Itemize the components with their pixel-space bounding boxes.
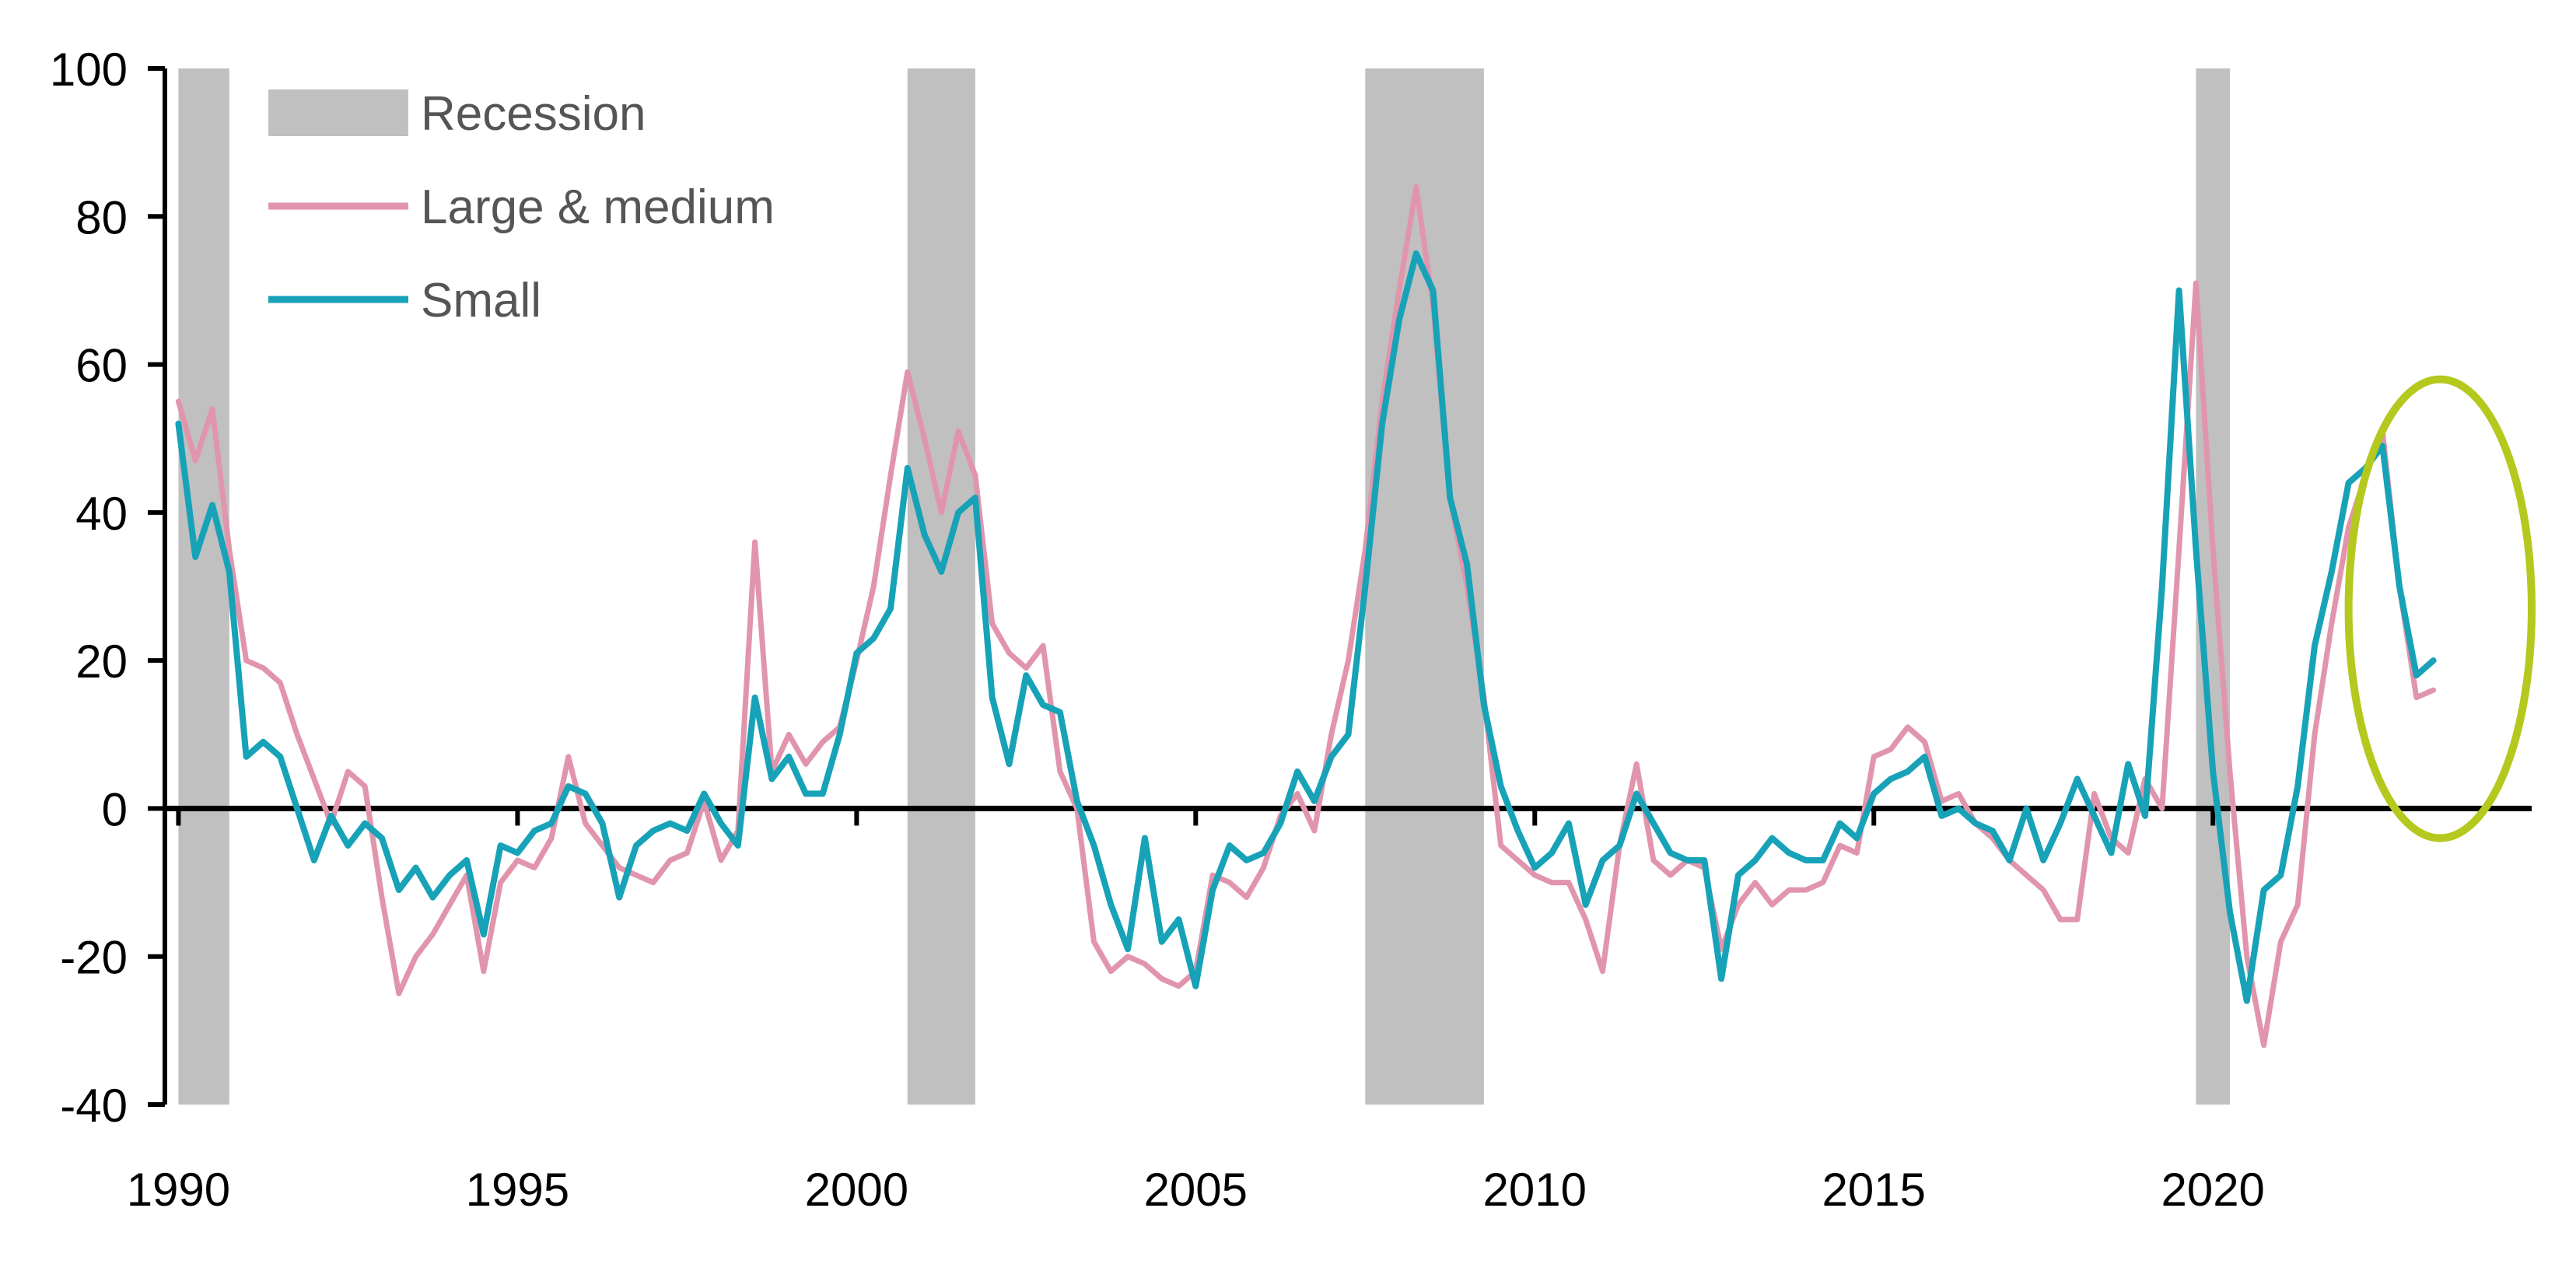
x-tick-label: 2005 (1144, 1164, 1248, 1216)
highlight-ellipse (2344, 375, 2536, 842)
x-tick-label: 2020 (2161, 1164, 2264, 1216)
series-lines (175, 184, 2437, 1049)
y-tick-label: 20 (75, 635, 128, 688)
legend-swatch-recession (268, 89, 408, 136)
recession-band-1 (178, 68, 229, 1105)
recession-band-2 (907, 68, 975, 1105)
y-tick-label: 0 (102, 783, 128, 835)
legend-label: Large & medium (421, 180, 775, 234)
recession-bands (178, 68, 2230, 1105)
y-tick-label: -20 (60, 932, 128, 984)
x-tick-label: 1990 (127, 1164, 230, 1216)
x-tick-label: 1995 (466, 1164, 569, 1216)
y-tick-label: 40 (75, 488, 128, 540)
legend-label: Recession (421, 87, 646, 141)
highlight (2344, 375, 2536, 842)
x-tick-label: 2015 (1822, 1164, 1925, 1216)
legend-label: Small (421, 274, 541, 327)
series-line-small (175, 250, 2437, 1004)
y-tick-label: 60 (75, 340, 128, 392)
x-tick-label: 2000 (805, 1164, 908, 1216)
y-tick-label: 100 (50, 44, 128, 96)
x-tick-label: 2010 (1483, 1164, 1587, 1216)
legend: Recession Large & medium Small (268, 87, 775, 327)
y-tick-label: 80 (75, 191, 128, 243)
y-tick-label: -40 (60, 1080, 128, 1132)
